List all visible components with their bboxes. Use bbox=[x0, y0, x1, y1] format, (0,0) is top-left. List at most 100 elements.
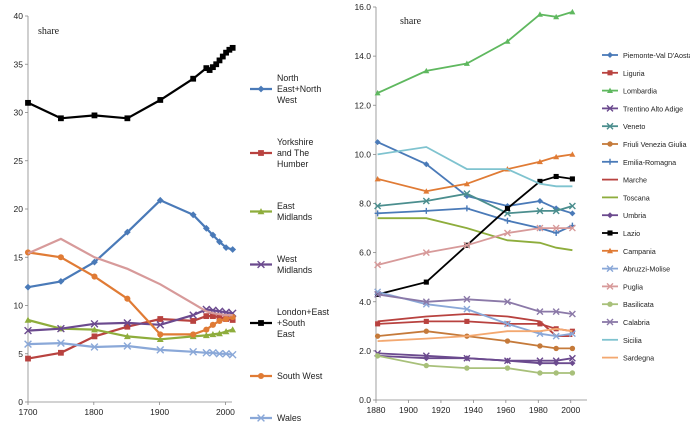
legend-marker bbox=[257, 414, 265, 422]
data-point bbox=[156, 345, 165, 354]
data-point bbox=[91, 112, 98, 119]
legend-label-line: Midlands bbox=[277, 212, 313, 222]
data-point bbox=[374, 353, 381, 359]
data-point bbox=[536, 308, 544, 316]
data-point bbox=[553, 229, 560, 236]
series-group bbox=[374, 288, 576, 340]
x-tick-label: 2000 bbox=[216, 407, 235, 417]
data-point bbox=[209, 321, 216, 328]
data-point bbox=[24, 326, 32, 335]
data-point bbox=[569, 360, 576, 367]
series-group bbox=[377, 146, 573, 188]
data-point bbox=[374, 290, 382, 298]
legend-marker bbox=[607, 230, 613, 236]
data-point bbox=[423, 188, 430, 194]
legend-label: Umbria bbox=[623, 211, 646, 220]
data-point bbox=[57, 339, 65, 348]
legend-label: Calabria bbox=[623, 318, 650, 327]
legend-marker bbox=[258, 320, 264, 326]
data-point bbox=[463, 60, 470, 66]
legend-marker bbox=[607, 70, 613, 76]
data-point bbox=[216, 57, 223, 64]
data-point bbox=[374, 210, 381, 217]
data-point bbox=[58, 349, 64, 356]
y-tick-label: 10 bbox=[14, 301, 24, 311]
data-point bbox=[123, 318, 132, 327]
data-point bbox=[374, 139, 381, 146]
legend-label-line: North bbox=[277, 73, 299, 83]
data-point bbox=[229, 246, 237, 253]
legend-label: Trentino Alto Adige bbox=[623, 104, 683, 113]
legend-marker bbox=[257, 372, 265, 380]
legend-marker bbox=[607, 247, 613, 254]
series-line bbox=[377, 146, 573, 188]
data-point bbox=[189, 211, 197, 219]
data-point bbox=[463, 241, 471, 249]
data-point bbox=[464, 318, 470, 324]
y-tick-label: 16.0 bbox=[354, 2, 371, 12]
legend-label-line: East+North bbox=[277, 84, 321, 94]
series-group bbox=[374, 151, 576, 194]
y-tick-label: 20 bbox=[14, 204, 24, 214]
data-point bbox=[91, 326, 98, 333]
legend-label: Piemonte-Val D'Aosta bbox=[623, 51, 690, 60]
legend-marker bbox=[607, 52, 613, 58]
data-point bbox=[203, 326, 210, 333]
data-point bbox=[552, 224, 560, 232]
data-point bbox=[91, 333, 98, 340]
data-point bbox=[423, 318, 429, 324]
legend-label: East Midlands bbox=[277, 201, 313, 222]
series-group bbox=[374, 8, 576, 96]
series-group bbox=[375, 173, 575, 297]
data-point bbox=[123, 332, 131, 340]
data-point bbox=[229, 326, 237, 333]
legend-label-line: Yorkshire bbox=[277, 137, 313, 147]
data-point bbox=[422, 249, 430, 257]
series-group bbox=[377, 327, 573, 342]
legend-label-line: West bbox=[277, 254, 297, 264]
legend-marker bbox=[257, 208, 265, 215]
legend-label: Abruzzi-Molise bbox=[623, 265, 670, 274]
data-point bbox=[190, 318, 197, 324]
data-point bbox=[90, 319, 99, 328]
data-point bbox=[157, 331, 164, 338]
data-point bbox=[202, 332, 210, 339]
y-tick-label: 25 bbox=[14, 156, 24, 166]
legend-label-line: London+East bbox=[277, 307, 330, 317]
series-line bbox=[377, 320, 573, 333]
data-point bbox=[156, 196, 164, 204]
data-point bbox=[568, 354, 576, 362]
data-point bbox=[209, 331, 217, 338]
legend-label: Liguria bbox=[623, 69, 645, 78]
data-point bbox=[25, 99, 31, 106]
data-point bbox=[552, 207, 560, 215]
data-point bbox=[213, 61, 220, 68]
data-point bbox=[569, 151, 576, 157]
y-tick-label: 35 bbox=[14, 59, 24, 69]
legend-label: Sardegna bbox=[623, 354, 654, 363]
data-point bbox=[57, 277, 65, 285]
data-point bbox=[222, 349, 230, 358]
data-point bbox=[190, 331, 197, 338]
legend-marker bbox=[606, 122, 614, 130]
data-point bbox=[374, 89, 381, 96]
data-point bbox=[57, 324, 65, 333]
data-point bbox=[203, 65, 210, 71]
data-point bbox=[222, 244, 230, 251]
data-point bbox=[216, 314, 223, 320]
x-tick-label: 1900 bbox=[150, 407, 169, 417]
legend-label: Sicilia bbox=[623, 336, 642, 345]
legend-label: Puglia bbox=[623, 282, 643, 291]
legend-label-line: Midlands bbox=[277, 265, 313, 275]
legend-marker bbox=[258, 150, 264, 156]
data-point bbox=[203, 313, 210, 320]
data-point bbox=[552, 332, 560, 340]
data-point bbox=[569, 176, 575, 182]
data-point bbox=[25, 355, 31, 362]
left-line-chart: 0 5 10 15 20 25 30 35 40 1700 1800 1900 2000 share Nor… bbox=[14, 11, 330, 423]
y-tick-label: 14.0 bbox=[354, 51, 371, 61]
data-point bbox=[219, 53, 226, 60]
legend-label: West Midlands bbox=[277, 254, 313, 275]
x-tick-label: 1980 bbox=[529, 405, 548, 415]
